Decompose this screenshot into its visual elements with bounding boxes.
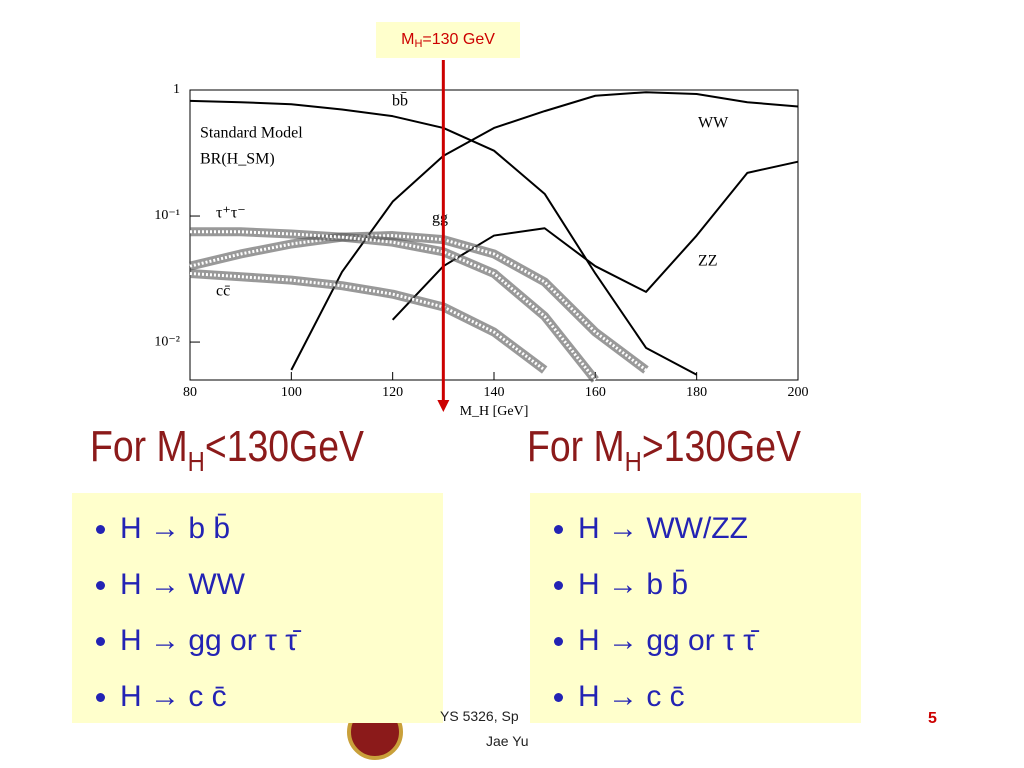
left-heading: For MH<130GeV bbox=[90, 422, 364, 478]
series-label: bb̄ bbox=[392, 92, 408, 110]
bullet: H → b b̄ bbox=[120, 501, 443, 557]
series-line bbox=[290, 91, 799, 371]
footer-course: YS 5326, Sp bbox=[440, 708, 519, 724]
band-edge bbox=[189, 234, 647, 372]
right-heading: For MH>130GeV bbox=[527, 422, 801, 478]
heading-text: For M bbox=[527, 422, 625, 471]
x-tick-label: 200 bbox=[788, 385, 809, 400]
series-line bbox=[189, 269, 548, 374]
heading-text: <130GeV bbox=[204, 422, 364, 471]
series-label: WW bbox=[698, 115, 729, 132]
heading-sub: H bbox=[624, 445, 642, 477]
y-tick-label: 10⁻² bbox=[154, 334, 180, 349]
bullet-list: H → WW/ZZH → b b̄H → gg or τ τ̄H → c c̄ bbox=[530, 501, 861, 725]
x-tick-label: 100 bbox=[281, 385, 302, 400]
x-tick-label: 80 bbox=[183, 385, 197, 400]
marker-label-sub: H bbox=[414, 38, 422, 50]
series-label: ZZ bbox=[698, 253, 718, 270]
plot-text: BR(H_SM) bbox=[200, 151, 275, 168]
marker-label-rest: =130 GeV bbox=[422, 31, 495, 48]
x-tick-label: 180 bbox=[686, 385, 707, 400]
y-tick-label: 10⁻¹ bbox=[154, 208, 180, 223]
plot-text: Standard Model bbox=[200, 125, 303, 142]
left-box: H → b b̄H → WWH → gg or τ τ̄H → c c̄ bbox=[72, 493, 443, 723]
right-box: H → WW/ZZH → b b̄H → gg or τ τ̄H → c c̄ bbox=[530, 493, 861, 723]
marker-label-main: M bbox=[401, 31, 414, 48]
bullet: H → c c̄ bbox=[578, 669, 861, 725]
x-axis-label: M_H [GeV] bbox=[460, 404, 529, 419]
x-tick-label: 120 bbox=[382, 385, 403, 400]
bullet: H → b b̄ bbox=[578, 557, 861, 613]
heading-sub: H bbox=[187, 445, 205, 477]
marker-box bbox=[376, 22, 520, 58]
x-tick-label: 160 bbox=[585, 385, 606, 400]
heading-text: >130GeV bbox=[641, 422, 801, 471]
bullet-list: H → b b̄H → WWH → gg or τ τ̄H → c c̄ bbox=[72, 501, 443, 725]
bullet: H → gg or τ τ̄ bbox=[578, 613, 861, 669]
series-label: cc̄ bbox=[216, 283, 230, 300]
marker-label: MH=130 GeV bbox=[401, 31, 495, 50]
bullet: H → gg or τ τ̄ bbox=[120, 613, 443, 669]
series-label: τ⁺τ⁻ bbox=[216, 205, 246, 222]
band-edge bbox=[190, 230, 597, 381]
heading-text: For M bbox=[90, 422, 188, 471]
footer-author: Jae Yu bbox=[486, 733, 529, 749]
page-number: 5 bbox=[928, 710, 937, 727]
x-tick-label: 140 bbox=[484, 385, 505, 400]
bullet: H → WW bbox=[120, 557, 443, 613]
y-tick-label: 1 bbox=[173, 82, 180, 97]
marker-arrow bbox=[437, 400, 450, 412]
bullet: H → WW/ZZ bbox=[578, 501, 861, 557]
series-label: gg bbox=[432, 210, 448, 227]
bullet: H → c c̄ bbox=[120, 669, 443, 725]
